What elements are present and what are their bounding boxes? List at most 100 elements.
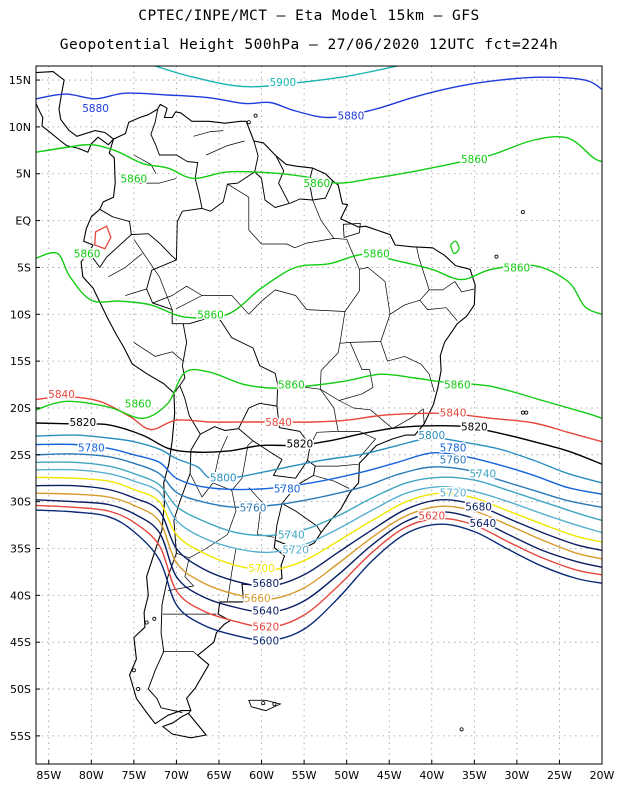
land-outline: [193, 130, 224, 137]
land-outline: [131, 233, 188, 394]
land-outline: [162, 712, 207, 739]
land-outline: [133, 154, 157, 174]
contour-labels: 5900 5880 5880 5860 5860 5860 5860 5860 5860 5860…: [47, 75, 532, 648]
contour-label-5880: 5880: [82, 103, 109, 115]
contour-label-5820: 5820: [461, 422, 488, 434]
contour-label-5660: 5660: [244, 593, 271, 605]
lat-tick-label: 5N: [16, 168, 31, 181]
land-outline: [419, 299, 458, 322]
lon-tick-label: 25W: [547, 769, 572, 782]
contour-line-5720: [36, 468, 602, 554]
island-outline: [520, 410, 525, 415]
land-outline: [176, 295, 250, 315]
contour-label-5720: 5720: [440, 487, 467, 499]
contour-label-5800: 5800: [210, 472, 237, 484]
land-outline: [389, 246, 430, 315]
map-title-line2: Geopotential Height 500hPa – 27/06/2020 …: [59, 37, 559, 53]
island-outline: [253, 113, 258, 118]
lat-tick-label: 25S: [10, 449, 31, 462]
contour-label-5760: 5760: [240, 502, 267, 514]
map-frame: [35, 65, 603, 765]
contour-line-5860: [36, 251, 602, 319]
contour-line-5740: [36, 461, 602, 537]
land-outline: [429, 281, 475, 293]
land-outline: [80, 103, 476, 725]
contour-label-5860: 5860: [461, 154, 488, 166]
land-outline: [133, 178, 177, 184]
contour-label-5640: 5640: [252, 605, 279, 617]
contour-line-5760: [36, 453, 602, 509]
island-outline: [524, 410, 529, 415]
contour-label-5820: 5820: [69, 417, 96, 429]
contour-label-5880: 5880: [338, 111, 365, 123]
island-outline: [144, 620, 149, 625]
land-outline: [308, 167, 314, 201]
land-outline: [338, 431, 376, 458]
land-outline: [146, 49, 214, 50]
lon-tick-label: 80W: [79, 769, 104, 782]
contour-label-5860: 5860: [197, 309, 224, 321]
land-outline: [106, 48, 122, 54]
contour-line-5860: [36, 135, 602, 184]
contour-label-5700: 5700: [248, 563, 275, 575]
contour-line-5820: [36, 422, 602, 465]
lat-tick-label: 15S: [10, 355, 31, 368]
lat-tick-label: 10N: [9, 121, 31, 134]
land-outline: [338, 400, 425, 429]
land-outline: [319, 342, 374, 401]
map-title-line1: CPTEC/INPE/MCT – Eta Model 15km – GFS: [138, 8, 480, 24]
coastline-and-borders: [36, 48, 529, 739]
land-outline: [188, 710, 192, 714]
contour-label-5740: 5740: [278, 529, 305, 541]
land-outline: [277, 384, 321, 390]
contour-label-5780: 5780: [78, 442, 105, 454]
land-outline: [167, 557, 194, 592]
lon-tick-label: 55W: [292, 769, 317, 782]
contour-label-5840: 5840: [48, 389, 75, 401]
axis-ticks: 85W 80W 75W 70W 65W 60W 55W 50W 45W 40W 35W 30W 25W 2…: [9, 74, 615, 782]
island-outline: [494, 254, 499, 259]
island-outline: [246, 120, 251, 125]
lat-tick-label: 55S: [10, 730, 31, 743]
lon-tick-label: 85W: [36, 769, 61, 782]
lon-tick-label: 30W: [504, 769, 529, 782]
land-outline: [227, 548, 237, 602]
contour-line-5700: [36, 476, 602, 571]
contour-label-5860: 5860: [304, 178, 331, 190]
contour-label-5620: 5620: [418, 511, 445, 523]
land-outline: [36, 103, 114, 153]
land-outline: [313, 475, 350, 489]
contour-label-5800: 5800: [418, 430, 445, 442]
contour-label-5860: 5860: [278, 380, 305, 392]
lat-tick-label: 20S: [10, 402, 31, 415]
contour-line-5640: [36, 499, 602, 614]
contour-label-5680: 5680: [465, 501, 492, 513]
contour-line-5660: [36, 492, 602, 601]
land-outline: [227, 183, 262, 245]
contour-label-5820: 5820: [286, 439, 313, 451]
contour-label-5680: 5680: [252, 578, 279, 590]
land-outline: [133, 239, 173, 310]
contour-line-5680: [36, 484, 602, 587]
land-outline: [183, 313, 279, 435]
contour-label-5760: 5760: [440, 455, 467, 467]
contour-label-5840: 5840: [265, 417, 292, 429]
contour-line-5900: [154, 66, 398, 88]
contour-label-5860: 5860: [444, 380, 471, 392]
contour-label-5860: 5860: [121, 173, 148, 185]
land-outline: [36, 71, 114, 140]
contour-label-5620: 5620: [252, 621, 279, 633]
contour-line-5620: [36, 504, 602, 629]
lon-tick-label: 75W: [121, 769, 146, 782]
lat-tick-label: 35S: [10, 543, 31, 556]
marajo-outline: [342, 222, 361, 239]
land-outline: [238, 406, 311, 479]
land-outline: [315, 463, 359, 467]
lon-tick-label: 35W: [462, 769, 487, 782]
contour-label-5740: 5740: [469, 469, 496, 481]
land-outline: [380, 341, 435, 393]
contour-label-5780: 5780: [274, 484, 301, 496]
island-outline: [136, 687, 141, 692]
land-outline: [162, 651, 198, 656]
